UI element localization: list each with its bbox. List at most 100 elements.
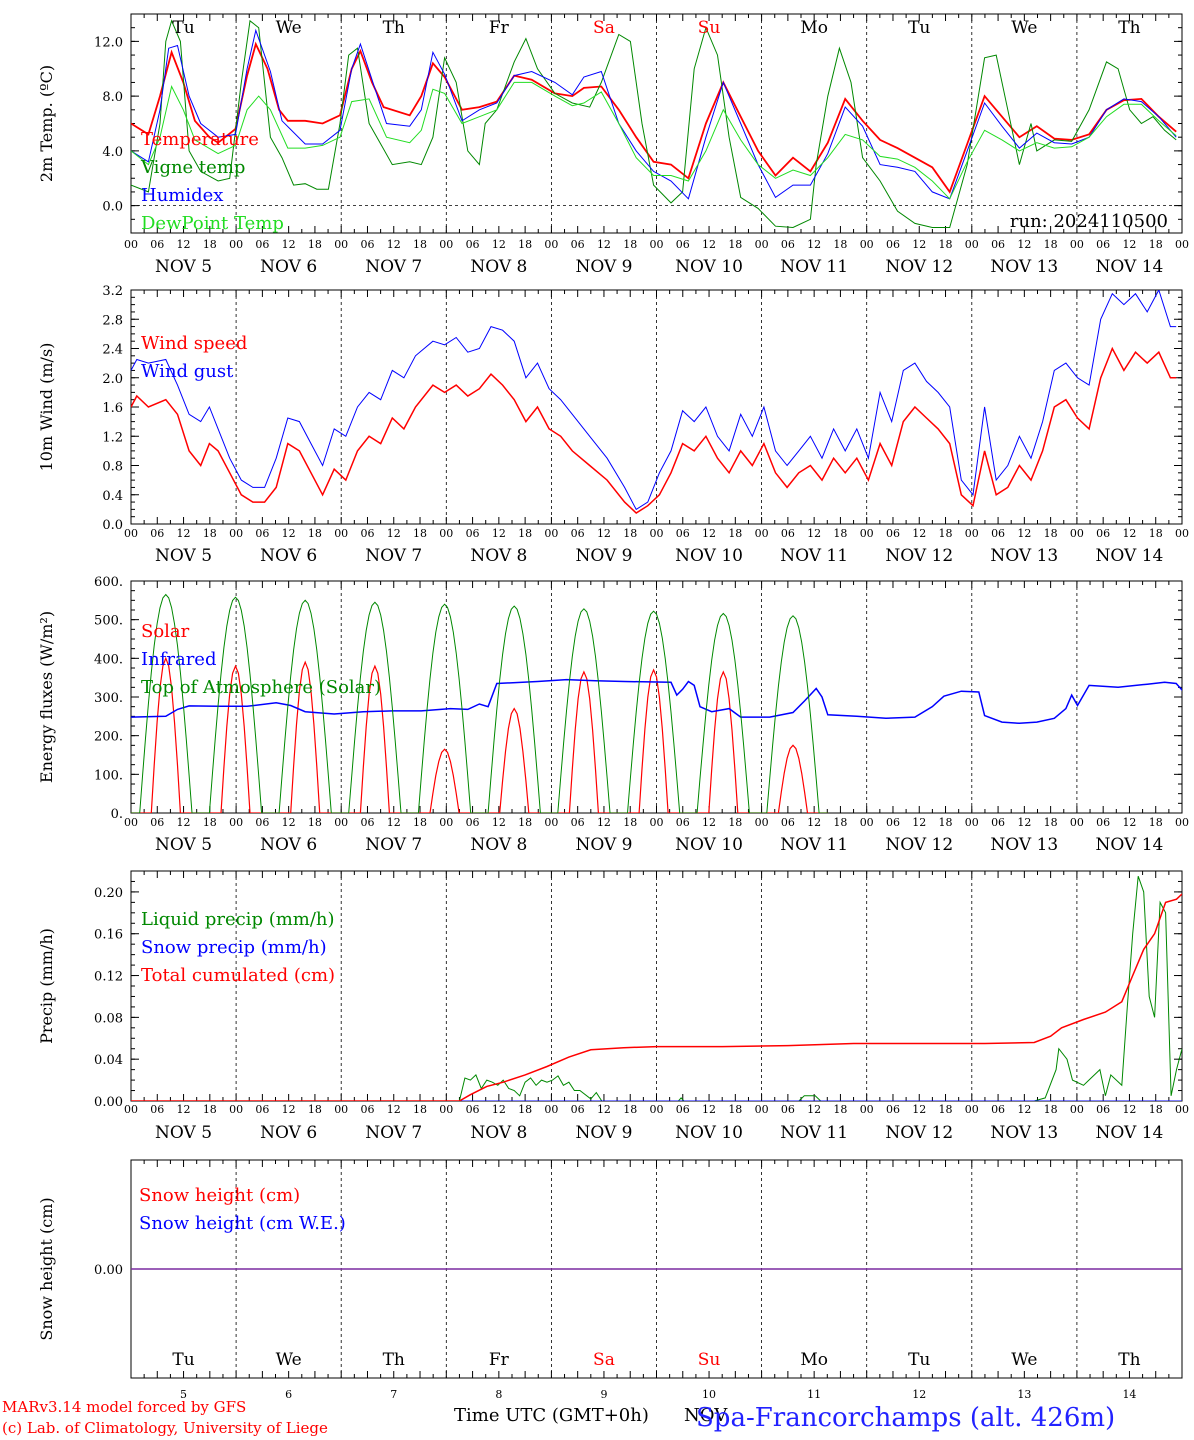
hour-tick-label: 18 (1044, 1103, 1058, 1116)
hour-tick-label: 06 (991, 1103, 1005, 1116)
legend-entry: Wind speed (141, 333, 247, 354)
hour-tick-label: 12 (597, 238, 611, 251)
hour-tick-label: 06 (781, 527, 795, 540)
hour-tick-label: 18 (308, 527, 322, 540)
y-tick-label: 600. (94, 575, 123, 590)
hour-tick-label: 00 (755, 816, 769, 829)
footer-model: MARv3.14 model forced by GFS (2, 1398, 247, 1416)
hour-tick-label: 00 (334, 816, 348, 829)
footer-copyright: (c) Lab. of Climatology, University of L… (2, 1419, 328, 1437)
weekday-label: Sa (593, 1350, 615, 1370)
hour-tick-label: 06 (150, 527, 164, 540)
legend-entry: Snow height (cm) (139, 1185, 300, 1206)
hour-tick-label: 12 (282, 527, 296, 540)
hour-tick-label: 06 (360, 816, 374, 829)
weekday-label: Su (698, 1350, 721, 1370)
legend-entry: Infrared (141, 649, 216, 670)
hour-tick-label: 06 (255, 1103, 269, 1116)
day-label: NOV 9 (575, 546, 632, 566)
series-wind-gust (131, 290, 1177, 511)
hour-tick-label: 12 (702, 1103, 716, 1116)
hour-tick-label: 18 (1149, 1103, 1163, 1116)
hour-tick-label: 18 (939, 238, 953, 251)
weekday-label: Fr (489, 1350, 510, 1370)
hour-tick-label: 18 (1044, 238, 1058, 251)
hour-tick-label: 12 (912, 527, 926, 540)
hour-tick-label: 00 (439, 527, 453, 540)
hour-tick-label: 00 (1175, 1103, 1189, 1116)
y-axis-label: Precip (mm/h) (37, 928, 56, 1044)
hour-tick-label: 06 (571, 527, 585, 540)
hour-tick-label: 18 (1149, 816, 1163, 829)
hour-tick-label: 00 (1070, 816, 1084, 829)
legend-entry: Snow precip (mm/h) (141, 937, 327, 958)
weekday-label: Tu (908, 18, 930, 38)
y-tick-label: 3.2 (102, 284, 123, 299)
series-group (131, 593, 1182, 813)
hour-tick-label: 06 (676, 238, 690, 251)
day-label: NOV 6 (260, 1123, 317, 1143)
hour-tick-label: 00 (755, 1103, 769, 1116)
hour-tick-label: 06 (676, 816, 690, 829)
hour-tick-label: 00 (755, 238, 769, 251)
hour-tick-label: 12 (177, 1103, 191, 1116)
day-label: NOV 6 (260, 546, 317, 566)
hour-tick-label: 06 (571, 1103, 585, 1116)
day-label: NOV 13 (990, 835, 1058, 855)
hour-tick-label: 18 (413, 1103, 427, 1116)
hour-tick-label: 00 (1175, 816, 1189, 829)
y-tick-label: 2.4 (102, 343, 123, 358)
hour-tick-label: 18 (413, 816, 427, 829)
y-tick-label: 8.0 (102, 90, 123, 105)
hour-tick-label: 06 (1096, 238, 1110, 251)
y-tick-label: 0.12 (94, 970, 123, 985)
day-label: NOV 14 (1096, 257, 1164, 277)
legend-entry: Snow height (cm W.E.) (139, 1213, 346, 1234)
hour-tick-label: 18 (939, 527, 953, 540)
weekday-label: Th (1118, 1350, 1140, 1370)
series-group (131, 876, 1182, 1101)
weekday-label: We (1011, 1350, 1037, 1370)
day-label: NOV 8 (470, 1123, 527, 1143)
y-tick-label: 12.0 (94, 35, 123, 50)
series-temperature (131, 41, 1177, 194)
series-group (131, 290, 1177, 514)
weekday-label: Th (383, 1350, 405, 1370)
series-top-of-atmosphere-solar- (131, 593, 828, 813)
day-label: NOV 7 (365, 1123, 422, 1143)
hour-tick-label: 00 (860, 1103, 874, 1116)
weekday-label: Tu (908, 1350, 930, 1370)
hour-tick-label: 12 (177, 816, 191, 829)
day-label: NOV 6 (260, 835, 317, 855)
x-axis-label: Time UTC (GMT+0h) (454, 1405, 649, 1426)
series-humidex (131, 28, 1177, 200)
series-dewpoint-temp (131, 81, 1177, 200)
legend-entry: Humidex (141, 185, 223, 206)
y-tick-label: 0.04 (94, 1053, 123, 1068)
hour-tick-label: 18 (833, 527, 847, 540)
hour-tick-label: 18 (518, 1103, 532, 1116)
hour-tick-label: 12 (702, 238, 716, 251)
hour-tick-label: 18 (833, 1103, 847, 1116)
hour-tick-label: 00 (229, 1103, 243, 1116)
weekday-label: Th (383, 18, 405, 38)
hour-tick-label: 18 (939, 1103, 953, 1116)
hour-tick-label: 06 (886, 1103, 900, 1116)
series-solar (131, 656, 828, 813)
hour-tick-label: 00 (860, 238, 874, 251)
hour-tick-label: 06 (886, 527, 900, 540)
weekday-label: Su (698, 18, 721, 38)
hour-tick-label: 12 (1017, 238, 1031, 251)
hour-tick-label: 12 (1122, 238, 1136, 251)
hour-tick-label: 12 (387, 816, 401, 829)
hour-tick-label: 18 (1044, 527, 1058, 540)
hour-tick-label: 12 (807, 527, 821, 540)
weekday-label: Fr (489, 18, 510, 38)
panel-5: 0.00 Snow height (cm) Snow height (cm) Snow… (37, 1159, 1183, 1379)
y-tick-label: 300. (94, 691, 123, 706)
hour-tick-label: 00 (439, 238, 453, 251)
hour-tick-label: 00 (965, 1103, 979, 1116)
hour-tick-label: 06 (991, 238, 1005, 251)
legend-entry: Temperature (141, 129, 259, 150)
